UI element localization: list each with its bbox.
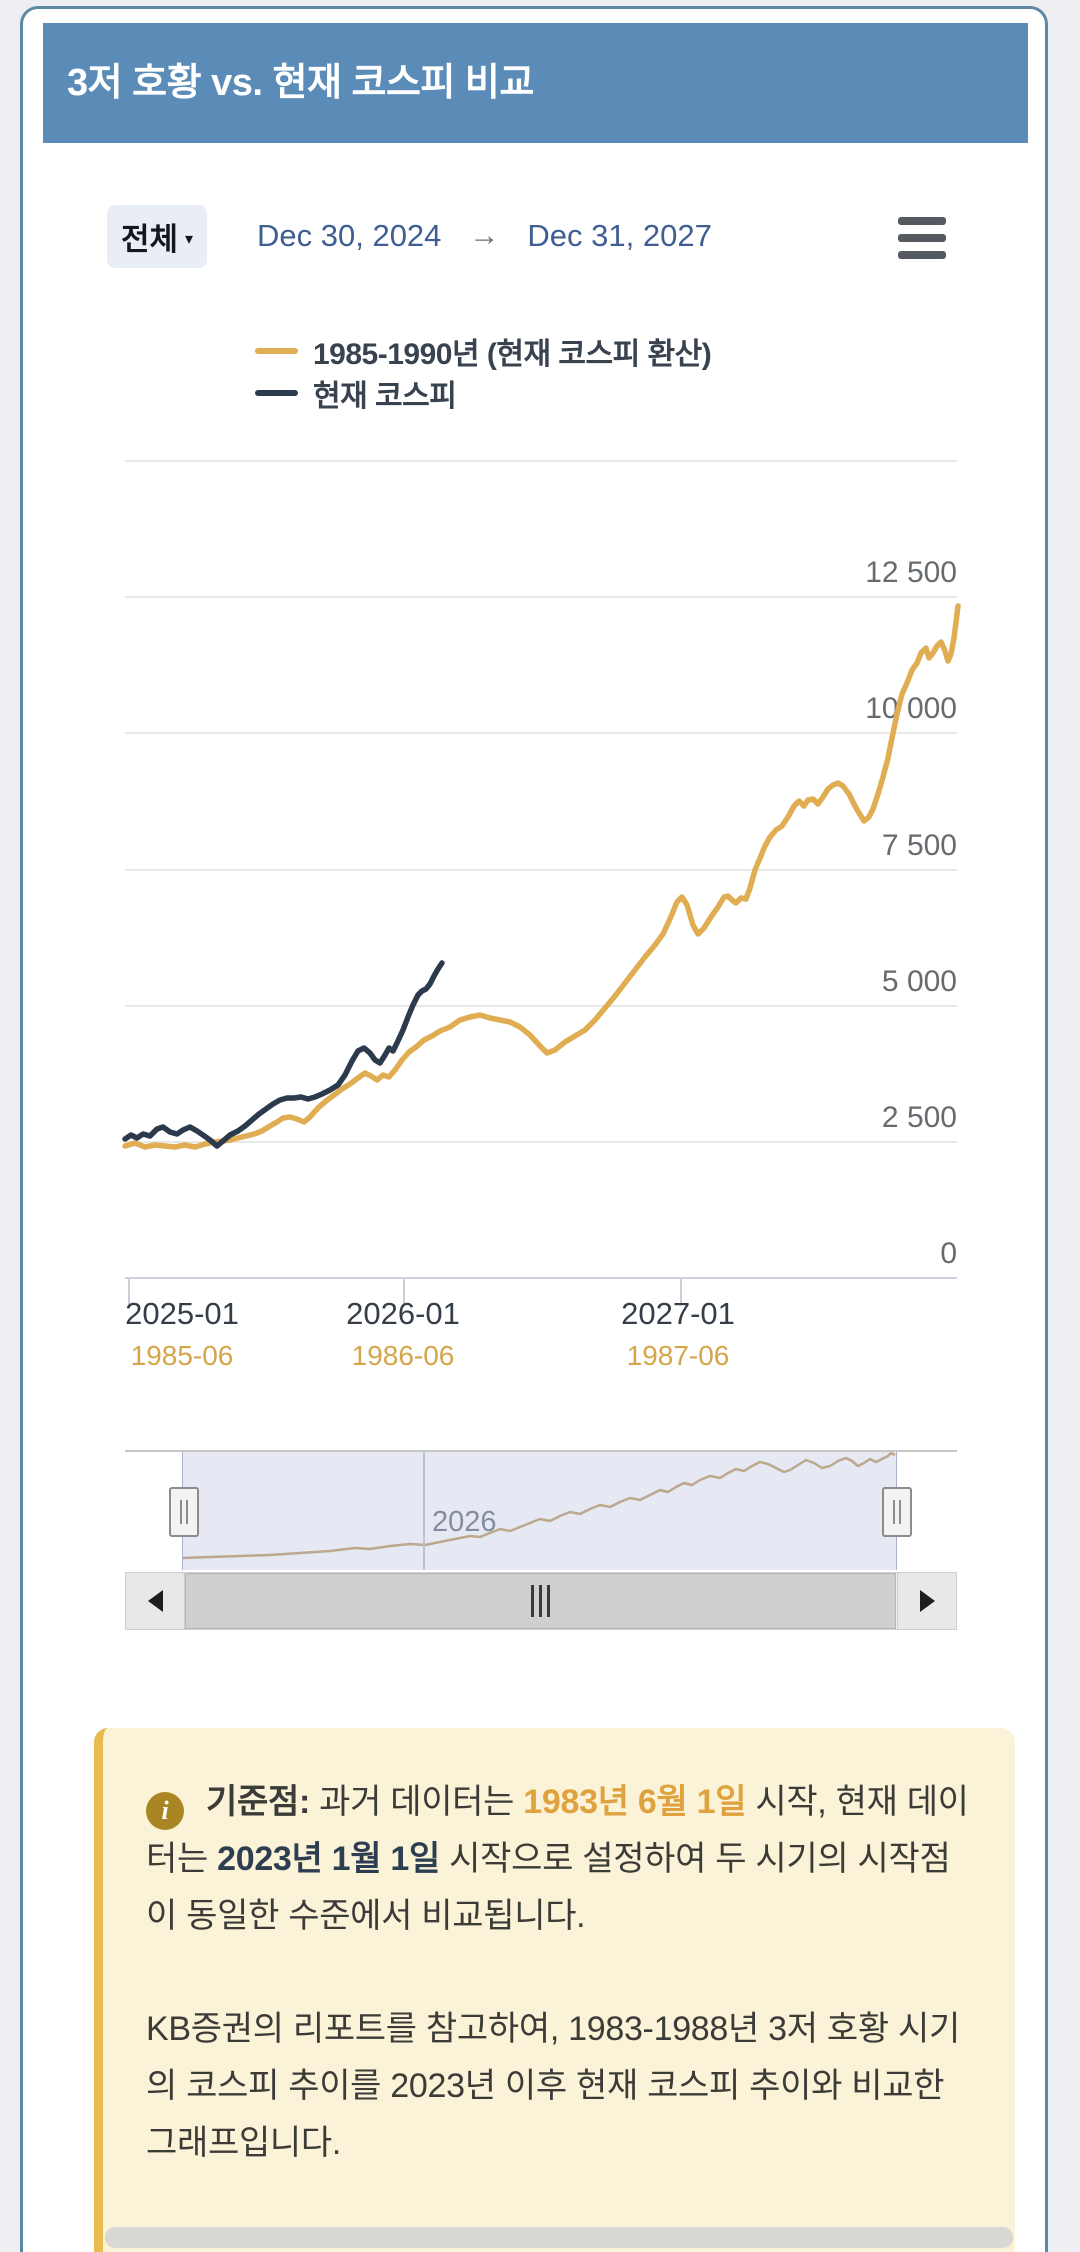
chart-menu-icon[interactable] bbox=[898, 217, 950, 259]
x-axis-line bbox=[125, 1277, 957, 1279]
info-text-segment: 시작으로 설정하여 두 시기의 시작점이 동일한 수준에서 비교됩니다. bbox=[146, 1840, 951, 1935]
legend-label-current: 현재 코스피 bbox=[313, 380, 457, 413]
date-range: Dec 30, 2024 → Dec 31, 2027 bbox=[257, 204, 712, 268]
info-text: i 기준점: 과거 데이터는 1983년 6월 1일 시작, 현재 데이터는 20… bbox=[103, 1728, 1015, 2172]
navigator-axis-label: 2026 bbox=[432, 1506, 497, 1538]
page-title: 3저 호황 vs. 현재 코스피 비교 bbox=[67, 62, 534, 104]
chevron-down-icon: ▾ bbox=[185, 230, 194, 248]
legend-label-historical: 1985-1990년 (현재 코스피 환산) bbox=[313, 338, 712, 371]
scrollbar-left-button[interactable] bbox=[125, 1572, 185, 1630]
legend-swatch-current bbox=[255, 390, 298, 396]
info-date-current: 2023년 1월 1일 bbox=[217, 1840, 440, 1878]
info-paragraph-source: KB증권의 리포트를 참고하여, 1983-1988년 3저 호황 시기의 코스… bbox=[146, 2010, 960, 2162]
info-baseline-label: 기준점: bbox=[206, 1783, 310, 1821]
bottom-scrollbar[interactable] bbox=[105, 2227, 1013, 2248]
navigator-left-handle[interactable] bbox=[169, 1487, 199, 1537]
scrollbar-right-button[interactable] bbox=[897, 1572, 957, 1630]
date-from-input[interactable]: Dec 30, 2024 bbox=[257, 218, 442, 253]
scrollbar-thumb[interactable] bbox=[185, 1573, 896, 1629]
range-select-label: 전체 bbox=[120, 222, 178, 257]
header-bar: 3저 호황 vs. 현재 코스피 비교 bbox=[43, 23, 1028, 143]
hamburger-bar bbox=[898, 217, 946, 225]
arrow-right-icon: → bbox=[469, 219, 500, 252]
info-paragraph-baseline: i 기준점: 과거 데이터는 1983년 6월 1일 시작, 현재 데이터는 20… bbox=[146, 1774, 969, 1945]
legend-item-historical[interactable]: 1985-1990년 (현재 코스피 환산) bbox=[255, 330, 712, 372]
hamburger-bar bbox=[898, 251, 946, 259]
legend: 1985-1990년 (현재 코스피 환산) 현재 코스피 bbox=[255, 330, 712, 414]
info-text-segment: 과거 데이터는 bbox=[309, 1783, 524, 1821]
info-box: i 기준점: 과거 데이터는 1983년 6월 1일 시작, 현재 데이터는 20… bbox=[94, 1728, 1015, 2252]
navigator-top-border bbox=[125, 1450, 957, 1452]
info-text-segment: 시작, 현재 데이터는 bbox=[146, 1783, 969, 1878]
info-icon: i bbox=[146, 1791, 184, 1830]
legend-item-current[interactable]: 현재 코스피 bbox=[255, 372, 711, 414]
legend-swatch-historical bbox=[255, 348, 298, 354]
navigator-gridline bbox=[423, 1452, 425, 1570]
arrow-left-icon bbox=[147, 1590, 163, 1612]
arrow-right-icon bbox=[919, 1590, 935, 1612]
hamburger-bar bbox=[898, 234, 946, 242]
navigator-right-handle[interactable] bbox=[882, 1487, 912, 1537]
info-date-historical: 1983년 6월 1일 bbox=[523, 1783, 747, 1821]
navigator-selected-range[interactable] bbox=[182, 1452, 897, 1570]
range-select-all-button[interactable]: 전체 ▾ bbox=[107, 205, 207, 268]
date-to-input[interactable]: Dec 31, 2027 bbox=[527, 218, 712, 253]
